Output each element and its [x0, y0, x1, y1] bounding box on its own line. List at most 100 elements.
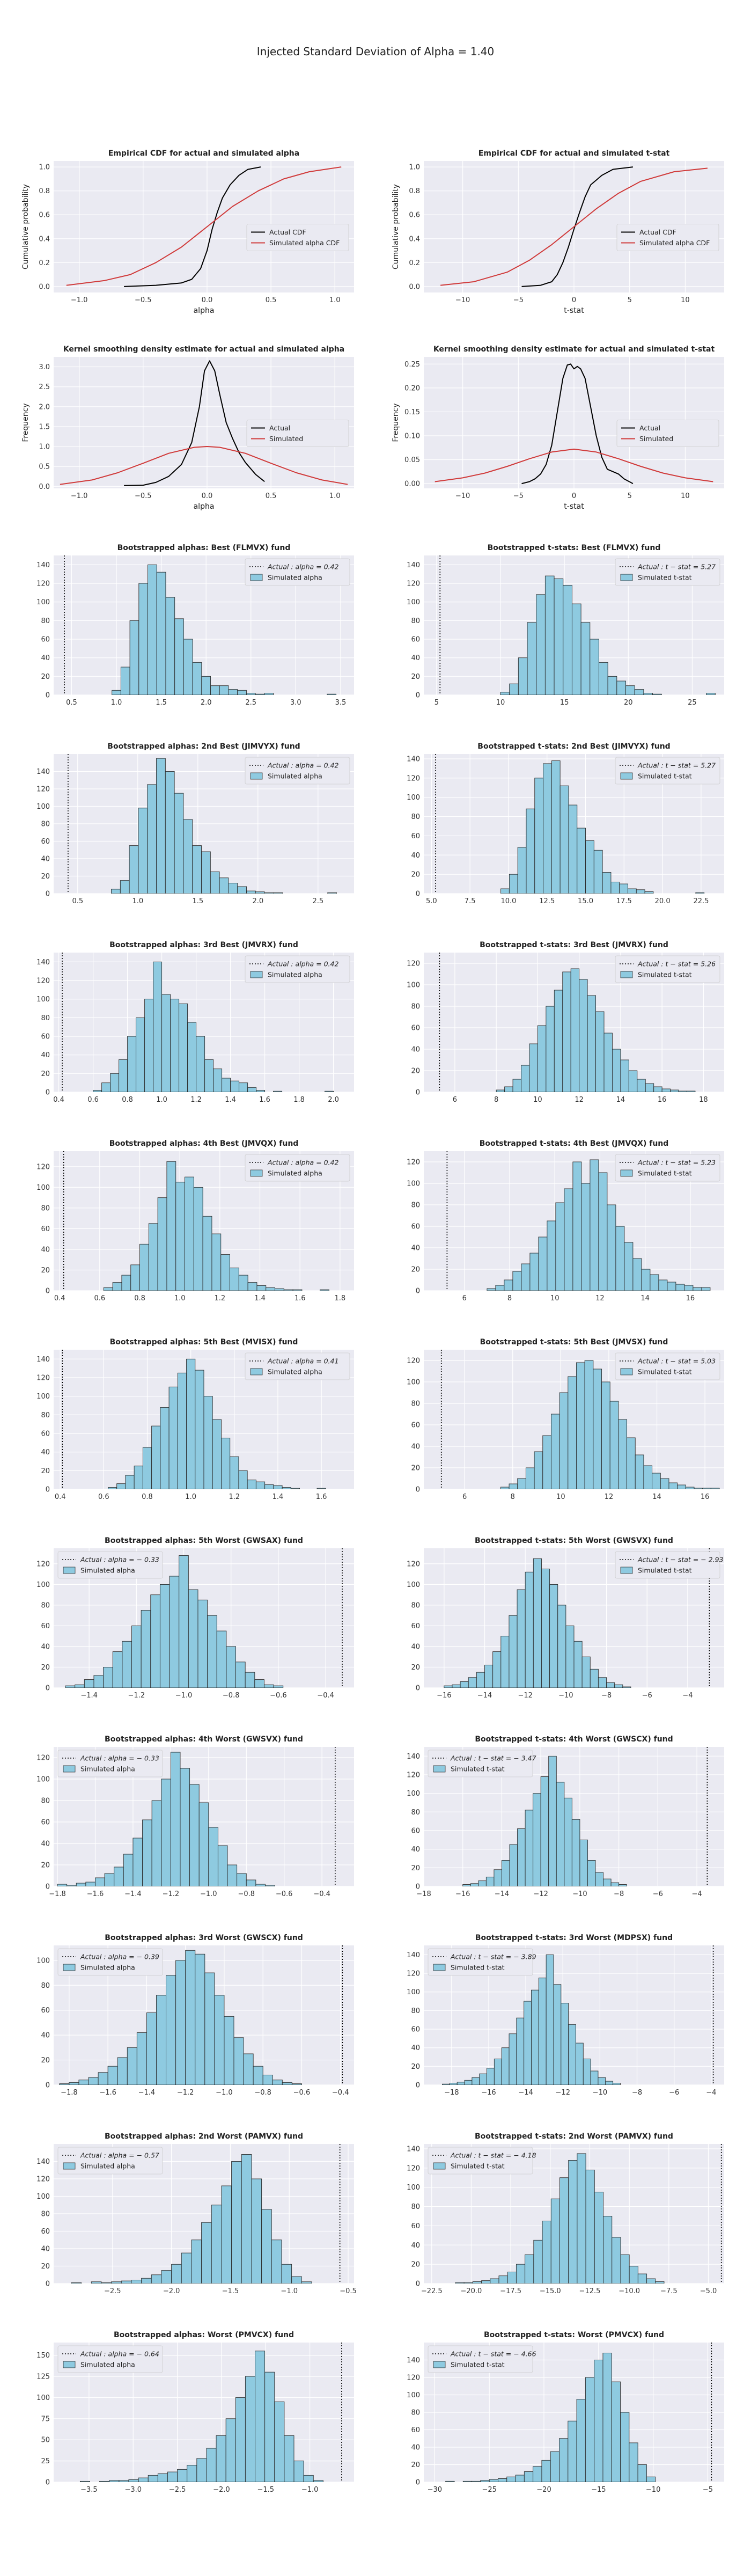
x-tick-label: 15.0: [578, 897, 593, 905]
plot-marks: [59, 1945, 343, 2085]
histogram-bar: [273, 1685, 284, 1688]
histogram-bar: [127, 2047, 137, 2085]
histogram-bar: [527, 622, 537, 695]
subplot-title: Bootstrapped alphas: 4th Best (JMVQX) fu…: [109, 1139, 299, 1148]
histogram-bar: [281, 2264, 292, 2284]
subplot-title: Bootstrapped t-stats: Worst (PMVCX) fund: [484, 2331, 664, 2339]
legend-label: Simulated: [639, 435, 673, 443]
legend: Actual Simulated: [616, 420, 719, 447]
x-tick-label: −1.4: [138, 2089, 156, 2097]
legend-swatch: [433, 2361, 446, 2368]
legend-swatch: [63, 2162, 76, 2170]
y-tick-label: 1.0: [409, 164, 420, 172]
histogram-bar: [653, 1086, 662, 1092]
histogram-bar: [576, 2399, 586, 2482]
histogram-bar: [661, 1088, 671, 1092]
histogram-bar: [290, 1488, 300, 1489]
legend-label: Actual : alpha = 0.42: [267, 1159, 338, 1167]
histogram-bar: [478, 1880, 487, 1886]
x-tick-label: −1.8: [61, 2089, 78, 2097]
histogram-bar: [150, 1594, 160, 1688]
y-tick-label: 140: [407, 755, 420, 763]
x-tick-label: −10.0: [619, 2287, 640, 2295]
legend-label: Simulated t-stat: [638, 1567, 692, 1575]
x-tick-label: 1.2: [215, 1294, 226, 1302]
y-tick-label: 60: [411, 2026, 420, 2034]
subplot-h11: −16 −14 −12 −10 −8 −6 −4 0 20 40 60 80 100 120 Bootstr…: [407, 1536, 724, 1700]
y-tick-label: 120: [407, 1560, 420, 1568]
subplot-title: Bootstrapped alphas: Best (FLMVX) fund: [117, 544, 291, 552]
y-tick-label: 0: [46, 692, 50, 700]
legend: Actual : t − stat = 5.03 Simulated t-stat: [615, 1352, 720, 1380]
histogram-bar: [637, 2273, 647, 2284]
histogram-bar: [121, 2280, 132, 2284]
histogram-bar: [201, 2222, 212, 2284]
histogram-bar: [101, 2282, 112, 2284]
histogram-bar: [221, 2185, 232, 2284]
legend-label: Actual: [269, 424, 290, 432]
histogram-bar: [590, 639, 599, 695]
subplot-title: Bootstrapped t-stats: 5th Worst (GWSVX) …: [475, 1536, 673, 1545]
histogram-bar: [564, 1797, 572, 1886]
histogram-bar: [230, 1080, 240, 1092]
histogram-bar: [271, 2240, 282, 2284]
x-tick-label: 0.5: [266, 492, 277, 500]
histogram-bar: [204, 1059, 214, 1092]
y-tick-label: 60: [41, 1819, 50, 1827]
series-line: [124, 166, 261, 287]
histogram-bar: [581, 1656, 591, 1688]
histogram-bar: [636, 889, 645, 894]
legend-box: [615, 757, 720, 785]
histogram-bar: [220, 1254, 230, 1291]
y-tick-label: 1.0: [39, 443, 50, 451]
y-tick-label: 80: [411, 1601, 420, 1609]
x-tick-label: 0.5: [72, 897, 83, 905]
histogram-bar: [237, 690, 247, 695]
histogram-bar: [210, 685, 220, 695]
y-tick-label: 40: [41, 654, 50, 662]
plot-marks: [71, 2144, 341, 2284]
histogram-bar: [602, 2353, 612, 2482]
y-tick-label: 100: [36, 1776, 50, 1784]
histogram-bar: [565, 1625, 575, 1688]
x-tick-label: 8: [494, 1096, 498, 1104]
plot-marks: [64, 555, 337, 695]
histogram-bar: [587, 1860, 596, 1886]
legend: Actual CDF Simulated alpha CDF: [246, 224, 349, 251]
x-tick-label: −5: [513, 492, 524, 500]
legend-label: Actual : alpha = 0.42: [267, 762, 338, 770]
histogram-bar: [256, 1090, 266, 1092]
histogram-bar: [228, 883, 238, 894]
histogram-bar: [607, 676, 617, 695]
histogram-bar: [498, 2478, 507, 2482]
histogram-bar: [225, 2418, 236, 2482]
y-tick-label: 0: [46, 1883, 50, 1891]
histogram-bar: [301, 2281, 312, 2284]
y-tick-label: 120: [36, 1163, 50, 1171]
histogram-bar: [167, 2471, 178, 2482]
legend: Actual : alpha = − 0.39 Simulated alpha: [57, 1948, 163, 1976]
x-tick-label: 1.0: [329, 492, 341, 500]
y-tick-label: 80: [41, 2211, 50, 2219]
legend-label: Actual : t − stat = − 3.89: [450, 1953, 536, 1961]
x-tick-label: −0.4: [332, 2089, 349, 2097]
series-line: [521, 363, 634, 485]
x-tick-label: −18: [444, 2089, 459, 2097]
y-tick-label: 120: [407, 2164, 420, 2172]
histogram-bar: [211, 1233, 222, 1291]
y-tick-label: 40: [411, 852, 420, 860]
x-tick-label: −5: [513, 296, 524, 304]
y-tick-label: 0.15: [404, 408, 420, 416]
histogram-bar: [531, 1989, 539, 2085]
histogram-bar: [637, 1079, 646, 1092]
histogram-bar: [117, 2057, 128, 2085]
legend: Actual : t − stat = 5.26 Simulated t-stat: [615, 955, 720, 983]
y-tick-label: 60: [411, 1622, 420, 1630]
histogram-bar: [595, 1011, 605, 1092]
histogram-bar: [646, 2278, 656, 2284]
subplot-title: Kernel smoothing density estimate for ac…: [63, 345, 344, 354]
histogram-bar: [303, 2475, 314, 2482]
histogram-bar: [246, 693, 256, 695]
histogram-bar: [500, 692, 510, 695]
x-tick-label: 5: [628, 492, 632, 500]
